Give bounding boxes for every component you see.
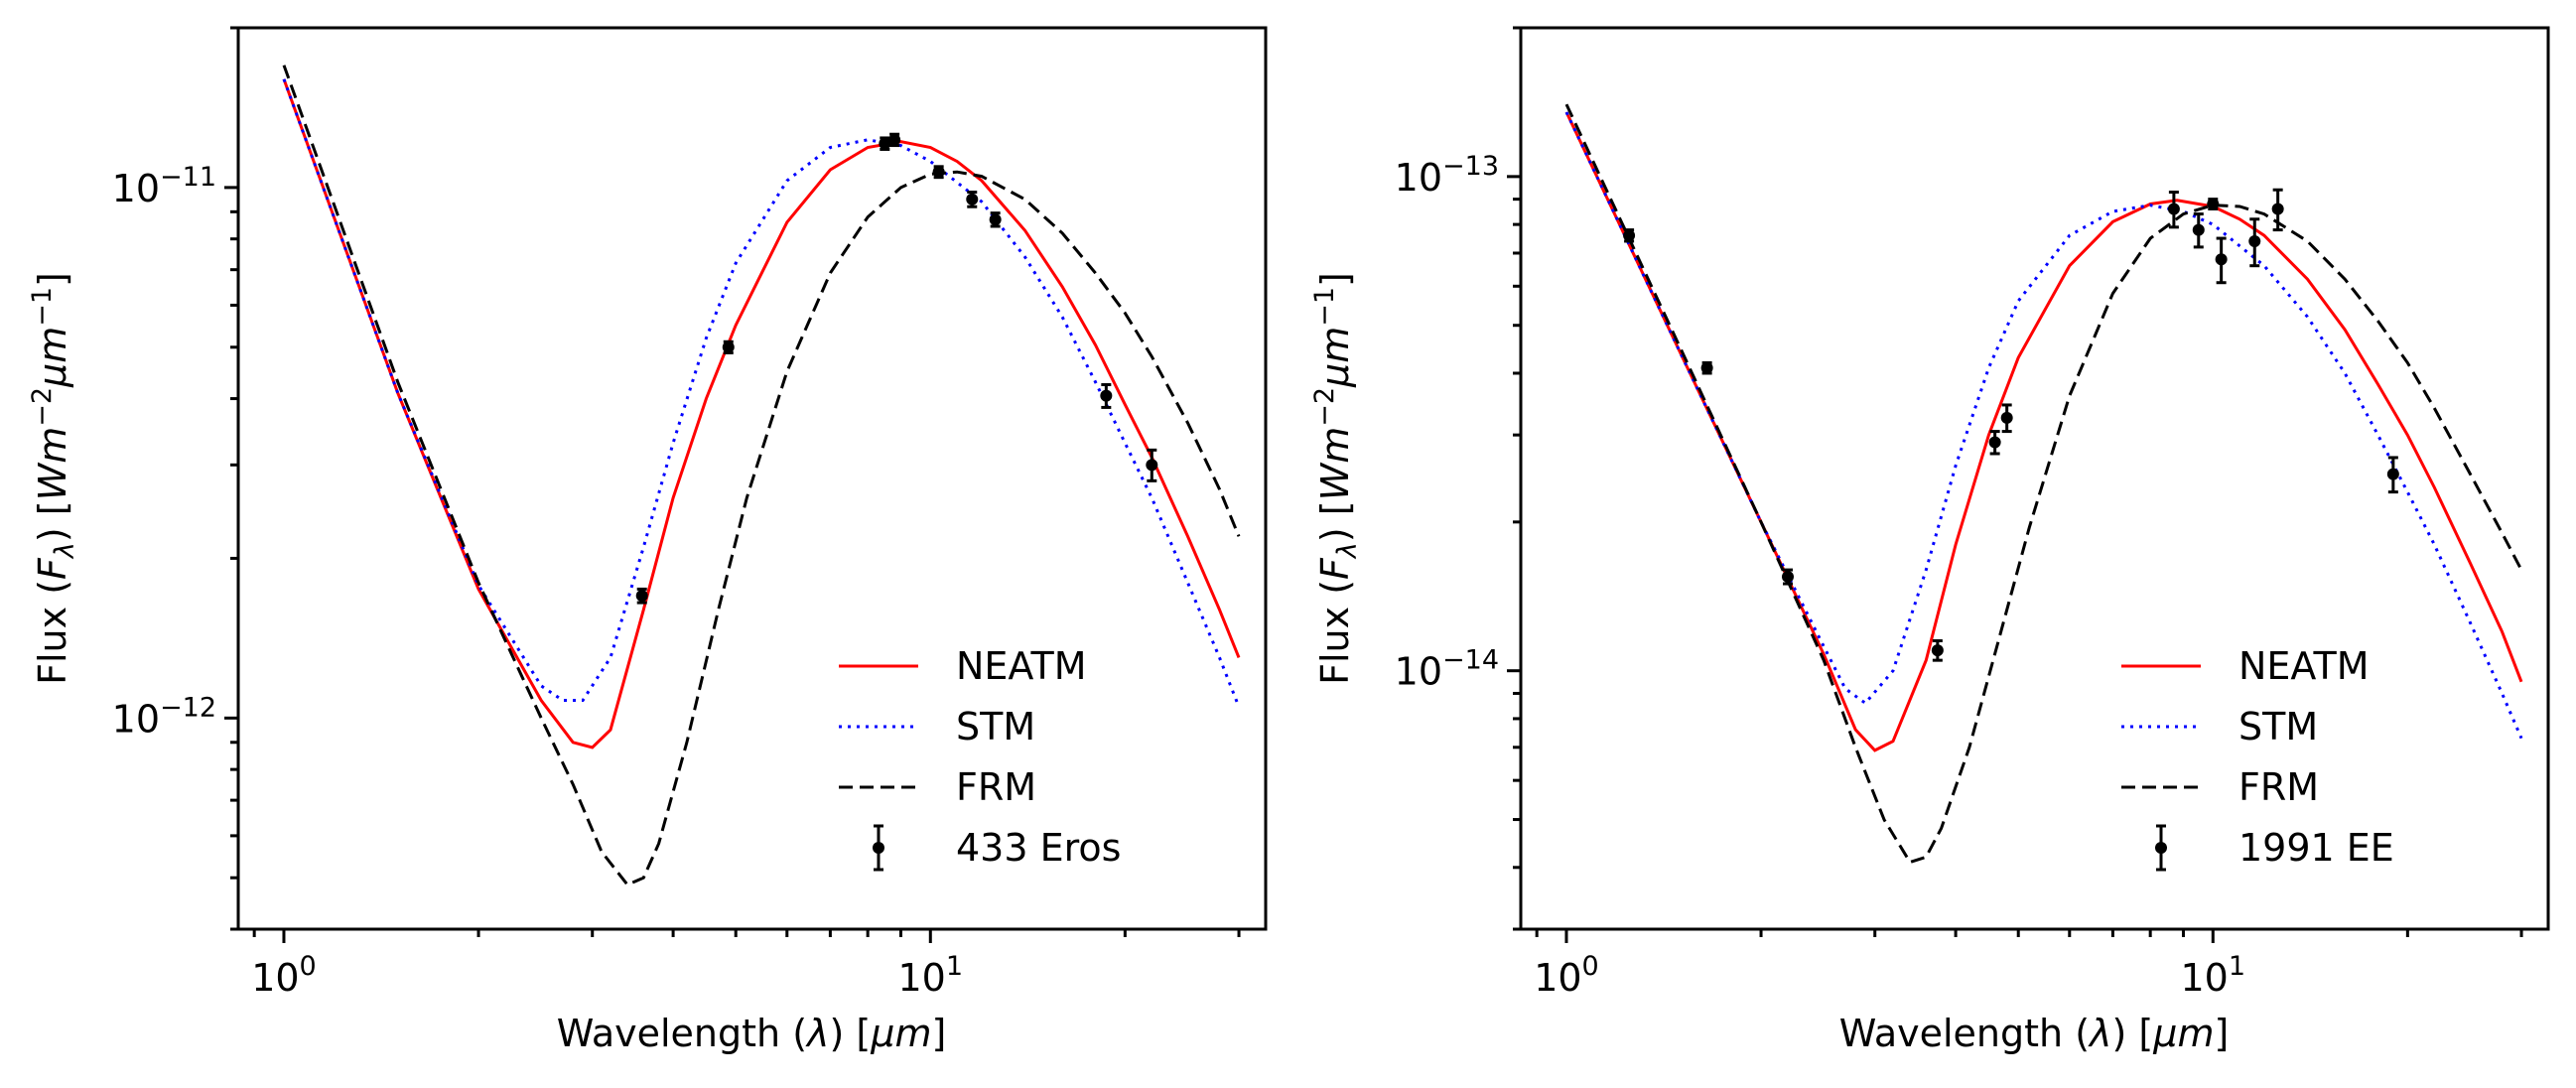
legend-entry: FRM: [839, 765, 1036, 809]
data-marker: [1931, 644, 1944, 657]
panel-1991-ee: 100 101 10−14 10−13 Wavelength (λ) [μm] Flu…: [1309, 26, 2550, 1055]
legend-entry: FRM: [2121, 765, 2319, 809]
legend: NEATM STM FRM 433 Eros: [839, 644, 1121, 872]
x-axis-label: Wavelength (λ) [μm]: [1839, 1012, 2230, 1055]
tick-labels: 100 101 10−14 10−13: [1395, 151, 2245, 1000]
data-marker: [989, 213, 1002, 226]
legend-label: 433 Eros: [956, 826, 1121, 870]
plot-frame: [1519, 26, 2550, 931]
data-marker: [932, 166, 945, 179]
data-point: [1146, 448, 1158, 482]
series-frm-line: [282, 65, 1241, 887]
data-point: [888, 132, 901, 148]
data-marker: [635, 590, 648, 603]
data-point: [1931, 638, 1944, 662]
legend-entry: 433 Eros: [873, 824, 1121, 872]
data-point: [932, 165, 945, 180]
data-point: [1100, 382, 1113, 409]
legend-entry: NEATM: [2121, 644, 2369, 688]
data-point: [2386, 456, 2399, 494]
legend-label: STM: [956, 705, 1035, 748]
data-marker: [722, 340, 735, 353]
data-point: [2271, 188, 2284, 232]
panel-433-eros: 100 101 10−12 10−11 Wavelength (λ) [μm] Flu…: [27, 26, 1268, 1055]
data-point: [1623, 228, 1636, 243]
legend-entry: STM: [2121, 705, 2318, 748]
data-point: [1988, 430, 2001, 456]
data-point: [2215, 236, 2228, 285]
data-point: [2167, 191, 2180, 229]
y-tick-label: 10−13: [1395, 151, 1499, 200]
data-point: [2192, 212, 2205, 249]
y-axis-label: Flux (Fλ) [Wm−2μm−1]: [1309, 272, 1363, 685]
data-point: [879, 136, 891, 151]
data-point: [2248, 217, 2261, 268]
data-marker: [2386, 468, 2399, 480]
legend-label: FRM: [2238, 765, 2319, 809]
data-point: [966, 191, 979, 208]
data-point: [722, 340, 735, 354]
series-stm-line: [1564, 111, 2523, 740]
data-marker: [2167, 203, 2180, 215]
model-curves: [1564, 103, 2523, 865]
y-tick-label: 10−14: [1395, 645, 1499, 694]
data-marker: [879, 137, 891, 150]
series-neatm-line: [282, 78, 1241, 749]
data-marker: [1100, 389, 1113, 402]
y-tick-label: 10−11: [112, 162, 216, 210]
x-tick-label: 101: [2181, 951, 2246, 1000]
tick-labels: 100 101 10−12 10−11: [112, 162, 963, 1000]
data-marker: [2271, 203, 2284, 215]
legend-label: STM: [2238, 705, 2318, 748]
x-axis-label: Wavelength (λ) [μm]: [557, 1012, 947, 1055]
x-tick-label: 100: [1534, 951, 1599, 1000]
axis-ticks: [1507, 26, 2523, 943]
y-tick-label: 10−12: [112, 692, 216, 741]
series-neatm-line: [1564, 111, 2523, 752]
data-point: [2000, 403, 2013, 434]
data-point: [2207, 198, 2220, 210]
legend-label: NEATM: [956, 644, 1086, 688]
data-point: [635, 587, 648, 605]
legend-label: NEATM: [2238, 644, 2369, 688]
data-point: [1781, 568, 1794, 586]
legend-entry: STM: [839, 705, 1035, 748]
data-marker: [1781, 570, 1794, 583]
y-axis-label: Flux (Fλ) [Wm−2μm−1]: [27, 272, 80, 685]
legend-entry: 1991 EE: [2155, 824, 2394, 872]
data-marker: [1146, 459, 1158, 472]
data-marker: [1988, 436, 2001, 449]
legend-label: 1991 EE: [2238, 826, 2394, 870]
model-curves: [282, 65, 1241, 887]
data-marker: [888, 133, 901, 146]
data-marker: [2207, 198, 2220, 210]
series-stm-line: [282, 78, 1241, 708]
series-frm-line: [1564, 103, 2523, 865]
data-marker: [1623, 229, 1636, 242]
legend-swatch-marker: [2155, 842, 2167, 854]
observation-points: [635, 132, 1158, 605]
data-marker: [2215, 253, 2228, 266]
data-marker: [1700, 361, 1713, 374]
observation-points: [1623, 188, 2399, 662]
data-marker: [966, 193, 979, 205]
axis-ticks: [224, 26, 1241, 943]
data-marker: [2248, 234, 2261, 247]
data-marker: [2192, 223, 2205, 236]
data-marker: [2000, 411, 2013, 424]
legend-entry: NEATM: [839, 644, 1086, 688]
legend-swatch-marker: [873, 842, 884, 854]
data-point: [989, 211, 1002, 228]
data-point: [1700, 360, 1713, 375]
x-tick-label: 100: [251, 951, 317, 1000]
legend-label: FRM: [956, 765, 1036, 809]
x-tick-label: 101: [898, 951, 964, 1000]
legend: NEATM STM FRM 1991 EE: [2121, 644, 2394, 872]
plot-frame: [236, 26, 1268, 931]
